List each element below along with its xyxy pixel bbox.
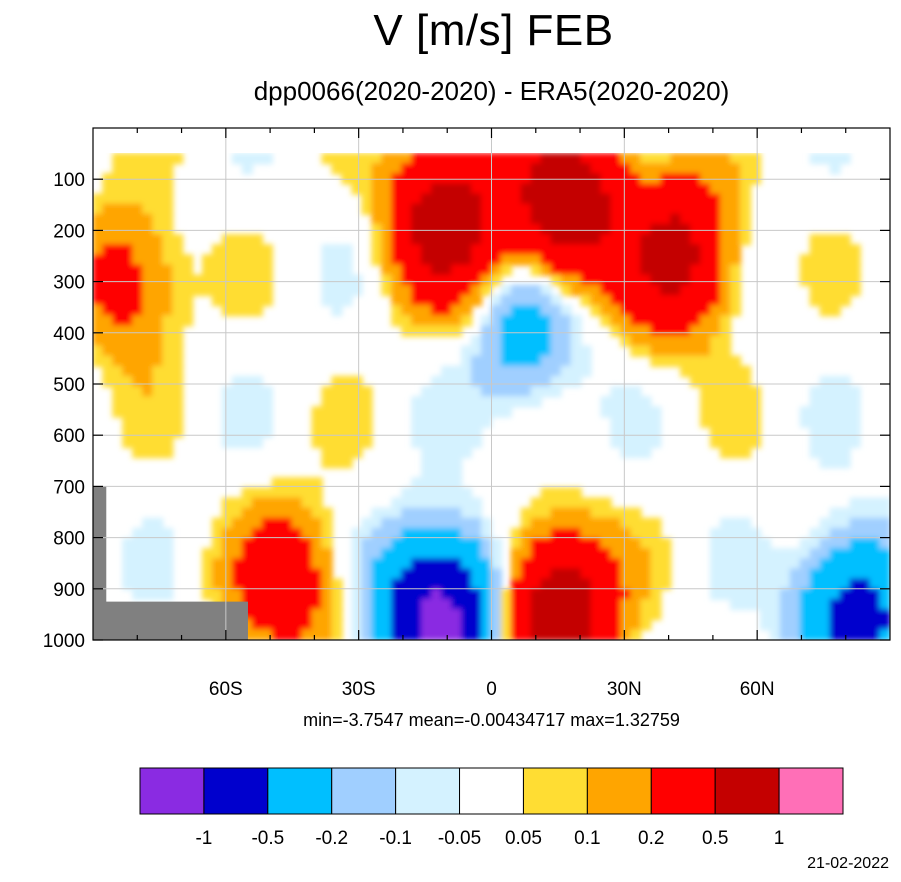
x-tick-label: 60N [740, 679, 775, 700]
colorbar-swatch [714, 767, 780, 815]
colorbar-swatch [778, 767, 844, 815]
colorbar-label: 0.5 [702, 828, 728, 849]
y-tick-label: 100 [53, 170, 85, 191]
colorbar-swatch [586, 767, 652, 815]
chart-title: V [m/s] FEB [373, 6, 614, 55]
x-tick-label: 0 [486, 679, 497, 700]
colorbar-swatch [331, 767, 397, 815]
colorbar-swatch [650, 767, 716, 815]
colorbar-label: -0.1 [379, 828, 412, 849]
stats-line: min=-3.7547 mean=-0.00434717 max=1.32759 [303, 710, 680, 730]
y-tick-label: 200 [53, 221, 85, 242]
x-tick-label: 30N [607, 679, 642, 700]
colorbar-swatch [139, 767, 205, 815]
date-stamp: 21-02-2022 [807, 855, 889, 872]
y-tick-label: 700 [53, 477, 85, 498]
contour-field [93, 153, 890, 640]
y-axis: 100 200 300 400 500 600 700 800 900 1000 [43, 170, 890, 652]
colorbar-label: 0.05 [505, 828, 542, 849]
missing-data-fill [93, 486, 248, 640]
x-tick-label: 30S [342, 679, 376, 700]
colorbar-label: -0.5 [251, 828, 284, 849]
y-tick-label: 300 [53, 273, 85, 294]
chart-subtitle: dpp0066(2020-2020) - ERA5(2020-2020) [253, 76, 730, 106]
grid-lines [93, 128, 890, 640]
y-tick-label: 1000 [43, 631, 85, 652]
colorbar-swatch [267, 767, 333, 815]
y-tick-label: 400 [53, 324, 85, 345]
colorbar-label: -0.05 [438, 828, 481, 849]
x-tick-label: 60S [209, 679, 243, 700]
colorbar-label: -1 [195, 828, 212, 849]
colorbar-swatch [522, 767, 588, 815]
colorbar-label: -0.2 [315, 828, 348, 849]
colorbar-swatch [459, 767, 524, 815]
colorbar-swatch [203, 767, 269, 815]
colorbar-label: 0.1 [574, 828, 600, 849]
y-tick-label: 900 [53, 580, 85, 601]
colorbar-label: 1 [774, 828, 785, 849]
x-axis: 60S 30S 0 30N 60N [136, 128, 847, 700]
colorbar-swatch [395, 767, 461, 815]
y-tick-label: 500 [53, 375, 85, 396]
y-tick-label: 600 [53, 426, 85, 447]
missing-data-region [93, 486, 248, 640]
y-tick-label: 800 [53, 529, 85, 550]
colorbar: -1 -0.5 -0.2 -0.1 -0.05 0.05 0.1 0.2 0.5 1 [139, 767, 844, 849]
colorbar-label: 0.2 [638, 828, 664, 849]
